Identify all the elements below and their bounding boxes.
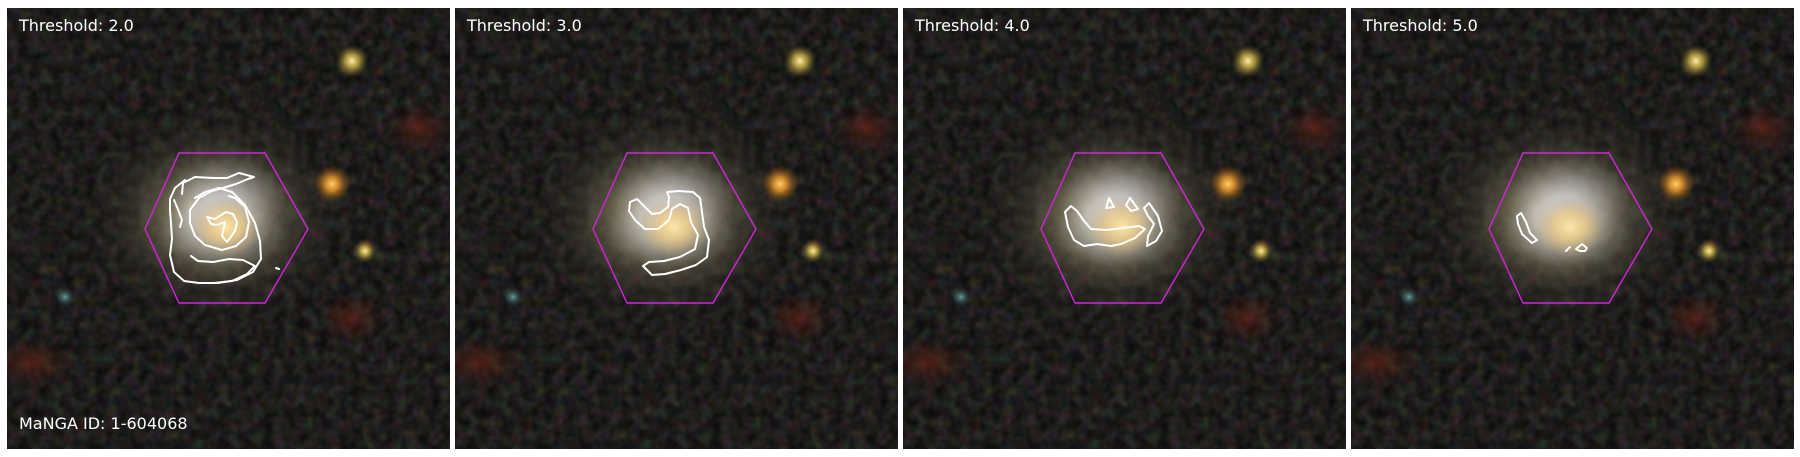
threshold-label: Threshold: 3.0 (467, 16, 582, 35)
spiral-contour-icon (628, 190, 710, 276)
spiral-contour-icon (1516, 212, 1588, 252)
panel-threshold-5: Threshold: 5.0 (1351, 8, 1794, 449)
spiral-contour-icon (169, 172, 280, 284)
panel-threshold-2: Threshold: 2.0 MaNGA ID: 1-604068 (7, 8, 450, 449)
panel-threshold-3: Threshold: 3.0 (455, 8, 898, 449)
threshold-label: Threshold: 5.0 (1363, 16, 1478, 35)
galaxy-image (7, 8, 450, 449)
galaxy-image (455, 8, 898, 449)
galaxy-image (1351, 8, 1794, 449)
panel-threshold-4: Threshold: 4.0 (903, 8, 1346, 449)
manga-id-label: MaNGA ID: 1-604068 (19, 414, 188, 433)
threshold-label: Threshold: 4.0 (915, 16, 1030, 35)
threshold-label: Threshold: 2.0 (19, 16, 134, 35)
spiral-contour-icon (1064, 197, 1163, 247)
galaxy-image (903, 8, 1346, 449)
